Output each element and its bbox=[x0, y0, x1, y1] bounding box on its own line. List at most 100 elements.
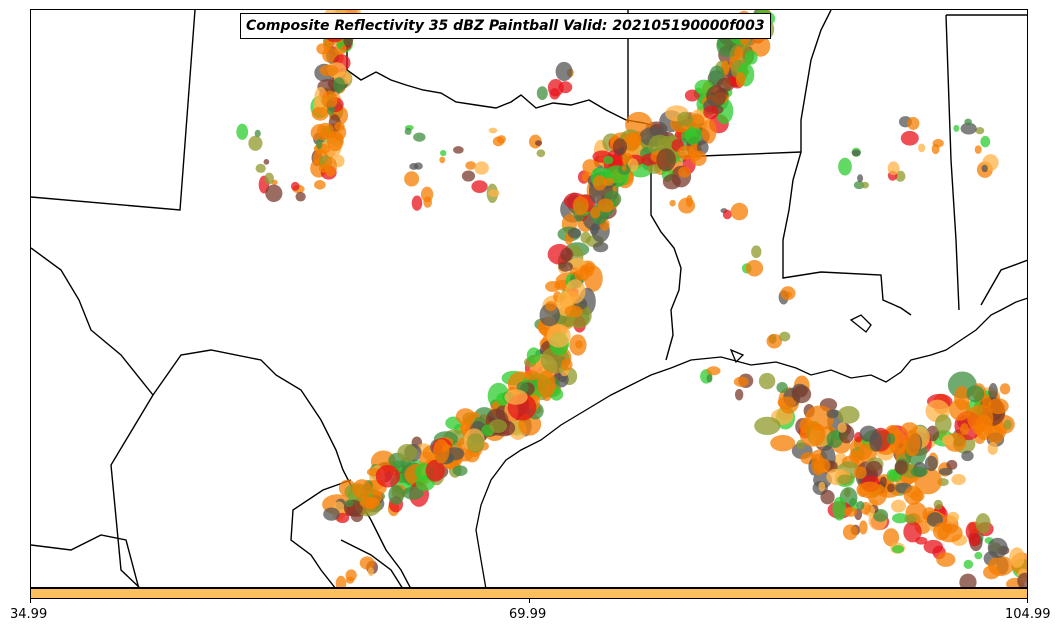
reflectivity-cell bbox=[722, 209, 732, 220]
reflectivity-cell bbox=[579, 264, 590, 281]
colorbar bbox=[30, 588, 1028, 599]
reflectivity-cell bbox=[706, 374, 713, 383]
reflectivity-cell bbox=[936, 552, 956, 567]
reflectivity-cell bbox=[865, 460, 883, 478]
reflectivity-cell bbox=[310, 124, 329, 142]
reflectivity-cell bbox=[629, 132, 642, 147]
reflectivity-cell bbox=[837, 422, 847, 433]
reflectivity-cell bbox=[569, 334, 587, 356]
reflectivity-cell bbox=[851, 149, 861, 157]
reflectivity-cell bbox=[942, 434, 954, 446]
reflectivity-cell bbox=[537, 370, 556, 398]
reflectivity-cell bbox=[973, 423, 985, 436]
reflectivity-cell bbox=[777, 396, 796, 410]
border-mx-4 bbox=[340, 539, 403, 587]
reflectivity-cell bbox=[453, 146, 464, 154]
reflectivity-cell bbox=[729, 76, 737, 87]
reflectivity-cell bbox=[474, 161, 489, 175]
map-canvas bbox=[31, 10, 1027, 587]
reflectivity-cell bbox=[290, 181, 300, 191]
reflectivity-cell bbox=[983, 565, 1000, 580]
border-ms-al bbox=[945, 14, 960, 311]
reflectivity-cell bbox=[621, 165, 627, 171]
reflectivity-cell bbox=[951, 474, 966, 486]
reflectivity-cell bbox=[546, 324, 571, 348]
reflectivity-cell bbox=[734, 46, 743, 61]
reflectivity-cell bbox=[974, 145, 982, 154]
reflectivity-cell bbox=[894, 459, 908, 475]
reflectivity-cell bbox=[565, 279, 586, 304]
reflectivity-cell bbox=[981, 164, 988, 173]
coastline bbox=[475, 297, 1027, 587]
reflectivity-cell bbox=[959, 573, 977, 587]
reflectivity-cell bbox=[402, 486, 424, 500]
reflectivity-cell bbox=[461, 170, 476, 182]
reflectivity-cell bbox=[359, 496, 380, 509]
reflectivity-cell bbox=[967, 404, 994, 432]
reflectivity-cell bbox=[425, 459, 445, 482]
reflectivity-cell bbox=[265, 184, 283, 202]
border-red-river bbox=[346, 10, 645, 124]
reflectivity-cell bbox=[684, 124, 703, 146]
reflectivity-cell bbox=[466, 433, 485, 453]
reflectivity-cell bbox=[987, 537, 1008, 559]
reflectivity-cell bbox=[1003, 419, 1012, 430]
reflectivity-cell bbox=[423, 196, 433, 208]
reflectivity-cell bbox=[953, 124, 960, 132]
reflectivity-cell bbox=[1017, 572, 1027, 587]
reflectivity-cell bbox=[321, 90, 338, 109]
reflectivity-cell bbox=[903, 521, 922, 543]
reflectivity-cell bbox=[669, 199, 676, 207]
reflectivity-blobs bbox=[236, 10, 1027, 587]
reflectivity-cell bbox=[754, 416, 781, 436]
reflectivity-cell bbox=[404, 127, 412, 136]
reflectivity-cell bbox=[677, 145, 695, 160]
reflectivity-cell bbox=[311, 106, 329, 121]
reflectivity-cell bbox=[452, 465, 468, 477]
map-title: Composite Reflectivity 35 dBZ Paintball … bbox=[240, 13, 771, 39]
reflectivity-cell bbox=[703, 105, 719, 120]
reflectivity-cell bbox=[590, 206, 601, 219]
reflectivity-cell bbox=[770, 435, 796, 452]
reflectivity-cell bbox=[987, 398, 1009, 415]
reflectivity-cell bbox=[974, 551, 983, 560]
reflectivity-cell bbox=[701, 118, 717, 144]
reflectivity-cell bbox=[961, 450, 974, 462]
colorbar-tick-left bbox=[30, 599, 31, 603]
reflectivity-cell bbox=[879, 476, 887, 488]
reflectivity-cell bbox=[946, 459, 958, 470]
reflectivity-cell bbox=[647, 164, 662, 174]
reflectivity-cell bbox=[766, 333, 783, 349]
reflectivity-cell bbox=[758, 372, 776, 390]
reflectivity-cell bbox=[964, 118, 972, 126]
reflectivity-cell bbox=[335, 575, 347, 587]
colorbar-label-right: 104.99 bbox=[1005, 607, 1051, 622]
reflectivity-cell bbox=[558, 261, 573, 272]
reflectivity-cell bbox=[327, 130, 344, 152]
reflectivity-cell bbox=[844, 506, 858, 517]
reflectivity-cell bbox=[963, 559, 974, 570]
reflectivity-cell bbox=[907, 116, 920, 130]
reflectivity-cell bbox=[592, 175, 607, 191]
reflectivity-cell bbox=[526, 347, 541, 364]
reflectivity-cell bbox=[536, 86, 548, 100]
reflectivity-cell bbox=[791, 385, 812, 404]
reflectivity-cell bbox=[744, 50, 758, 65]
reflectivity-cell bbox=[656, 148, 676, 172]
reflectivity-cell bbox=[891, 513, 909, 524]
reflectivity-cell bbox=[861, 181, 869, 189]
reflectivity-cell bbox=[883, 528, 900, 547]
reflectivity-cell bbox=[904, 514, 917, 524]
colorbar-label-center: 69.99 bbox=[509, 607, 547, 622]
reflectivity-cell bbox=[445, 447, 465, 461]
colorbar-label-left: 34.99 bbox=[10, 607, 48, 622]
reflectivity-cell bbox=[535, 140, 543, 146]
coastline-bay-1 bbox=[849, 314, 872, 333]
reflectivity-cell bbox=[960, 423, 969, 436]
reflectivity-cell bbox=[603, 155, 614, 165]
reflectivity-cell bbox=[612, 138, 628, 156]
reflectivity-cell bbox=[886, 469, 898, 482]
reflectivity-cell bbox=[236, 123, 249, 140]
reflectivity-cell bbox=[832, 496, 847, 521]
border-nm-ok bbox=[31, 10, 196, 211]
